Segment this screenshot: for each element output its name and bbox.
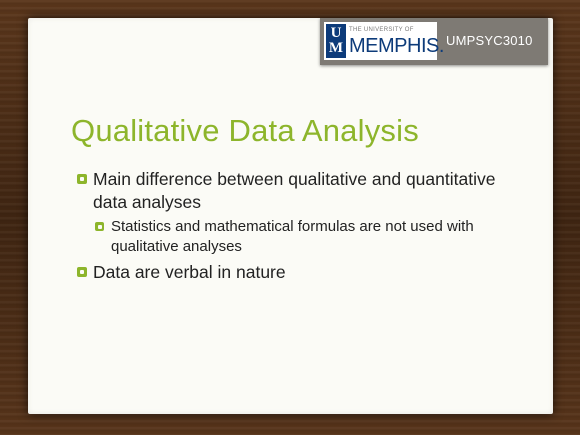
- bullet-list: Main difference between qualitative and …: [77, 168, 497, 287]
- bullet-text: Statistics and mathematical formulas are…: [111, 218, 474, 255]
- logo-name: MEMPHIS.: [349, 35, 444, 57]
- logo-university-line: THE UNIVERSITY OF: [349, 27, 414, 33]
- bullet-icon: [95, 222, 104, 231]
- slide-title: Qualitative Data Analysis: [71, 113, 419, 148]
- slide: U M THE UNIVERSITY OF MEMPHIS. UMPSYC301…: [28, 18, 553, 414]
- university-logo: U M THE UNIVERSITY OF MEMPHIS.: [324, 22, 444, 60]
- bullet-text: Data are verbal in nature: [93, 262, 286, 282]
- course-code: UMPSYC3010: [446, 33, 533, 48]
- bullet-icon: [77, 174, 87, 184]
- bullet-text: Main difference between qualitative and …: [93, 169, 496, 212]
- bullet-item-level1: Data are verbal in nature: [77, 261, 497, 284]
- bullet-item-level1: Main difference between qualitative and …: [77, 168, 497, 214]
- um-logo-icon: U M: [326, 24, 346, 58]
- bullet-item-level2: Statistics and mathematical formulas are…: [77, 217, 497, 257]
- logo-mark-u: U: [330, 25, 342, 41]
- logo-mark-m: M: [328, 40, 344, 56]
- bullet-icon: [77, 267, 87, 277]
- header-banner: U M THE UNIVERSITY OF MEMPHIS. UMPSYC301…: [320, 18, 548, 65]
